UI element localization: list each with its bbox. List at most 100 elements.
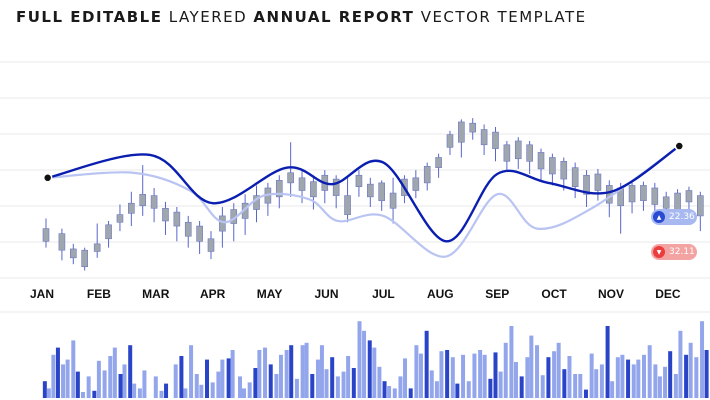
volume-bar [610, 381, 615, 398]
volume-bar [642, 354, 647, 398]
volume-bar [159, 390, 164, 398]
month-label-nov: NOV [598, 287, 624, 301]
candle-body [446, 134, 454, 148]
volume-bar [289, 345, 294, 398]
volume-bar [189, 345, 194, 398]
volume-bar [92, 390, 97, 398]
candle-body [196, 225, 203, 242]
volume-bar [498, 371, 503, 398]
volume-bar [220, 359, 225, 398]
volume-bar [535, 345, 540, 398]
volume-bar [199, 384, 204, 398]
candle-body [150, 195, 158, 209]
month-label-aug: AUG [427, 287, 454, 301]
badge-down-value: 32.11 [669, 247, 695, 257]
volume-bar [653, 364, 658, 398]
volume-bar [418, 353, 423, 398]
title-part3: ANNUAL REPORT [253, 8, 415, 26]
volume-bar [398, 376, 403, 398]
volume-bar [678, 330, 683, 398]
candle-body [344, 195, 351, 215]
title-part4: VECTOR TEMPLATE [420, 8, 587, 26]
volume-bar [253, 368, 258, 398]
candle-body [651, 187, 659, 205]
candle-body [526, 144, 533, 162]
volume-bar [315, 359, 320, 398]
volume-bar [55, 347, 60, 398]
candle-body [423, 166, 431, 184]
month-label-feb: FEB [87, 287, 111, 301]
volume-bar [408, 388, 413, 398]
volume-bar [403, 358, 408, 398]
volume-bar [284, 350, 289, 398]
volume-bar [657, 376, 662, 398]
volume-bar [525, 357, 530, 398]
volume-bar [230, 350, 235, 398]
volume-bar [268, 364, 273, 398]
volume-bar [567, 356, 572, 398]
volume-bar [75, 371, 80, 398]
month-label-jan: JAN [30, 287, 54, 301]
volume-bar [278, 354, 283, 398]
volume-bar [605, 326, 610, 398]
candlestick-series [42, 118, 704, 271]
volume-bar [450, 357, 455, 398]
candle-body [662, 196, 670, 209]
value-badge-up: ▲ 22.36 [651, 209, 697, 225]
candle-body [605, 185, 613, 204]
volume-bar [382, 381, 387, 398]
volume-bar [466, 381, 471, 398]
volume-bar [210, 382, 215, 398]
volume-bar [330, 357, 335, 398]
volume-bar [583, 389, 588, 398]
volume-bar [247, 382, 252, 398]
volume-bar [372, 347, 377, 398]
candle-body [93, 243, 101, 252]
volume-bar [357, 321, 362, 398]
candle-body [275, 180, 283, 198]
volume-bar [96, 360, 101, 398]
line-endpoint-marker [42, 173, 53, 183]
candle-body [173, 211, 181, 227]
candle-body [583, 174, 590, 195]
candle-body [549, 157, 556, 175]
volume-bar [663, 366, 668, 398]
month-label-jun: JUN [314, 287, 338, 301]
volume-bar [445, 350, 450, 398]
volume-bar [367, 340, 372, 398]
candle-body [332, 178, 340, 196]
volume-bar [493, 352, 498, 398]
candle-body [207, 238, 215, 252]
volume-bar [263, 347, 268, 398]
volume-bar [488, 378, 493, 398]
volume-bar [620, 354, 625, 398]
candle-body [469, 122, 477, 133]
volume-bar [684, 354, 689, 398]
candle-body [298, 177, 306, 191]
volume-bar [429, 370, 434, 398]
volume-bar [102, 370, 107, 398]
candle-body [628, 185, 636, 203]
volume-bar [503, 342, 508, 398]
volume-bar [183, 388, 188, 398]
month-label-sep: SEP [485, 287, 509, 301]
volume-bar [509, 326, 514, 398]
volume-bar [700, 321, 705, 398]
volume-bar [688, 342, 693, 398]
volume-bar [164, 383, 169, 398]
volume-bar [387, 386, 392, 398]
month-label-apr: APR [200, 287, 226, 301]
volume-bar [194, 374, 199, 398]
badge-up-value: 22.36 [669, 212, 695, 222]
volume-bar [482, 354, 487, 398]
volume-bar [636, 359, 641, 398]
volume-bar [300, 345, 305, 398]
month-label-jul: JUL [372, 287, 395, 301]
title-part2: LAYERED [168, 8, 248, 26]
candle-body [412, 177, 420, 191]
candle-body [685, 190, 693, 203]
dark-trend-line [47, 145, 680, 243]
volume-bar [392, 388, 397, 398]
volume-bar [589, 353, 594, 398]
volume-bars [42, 321, 709, 398]
